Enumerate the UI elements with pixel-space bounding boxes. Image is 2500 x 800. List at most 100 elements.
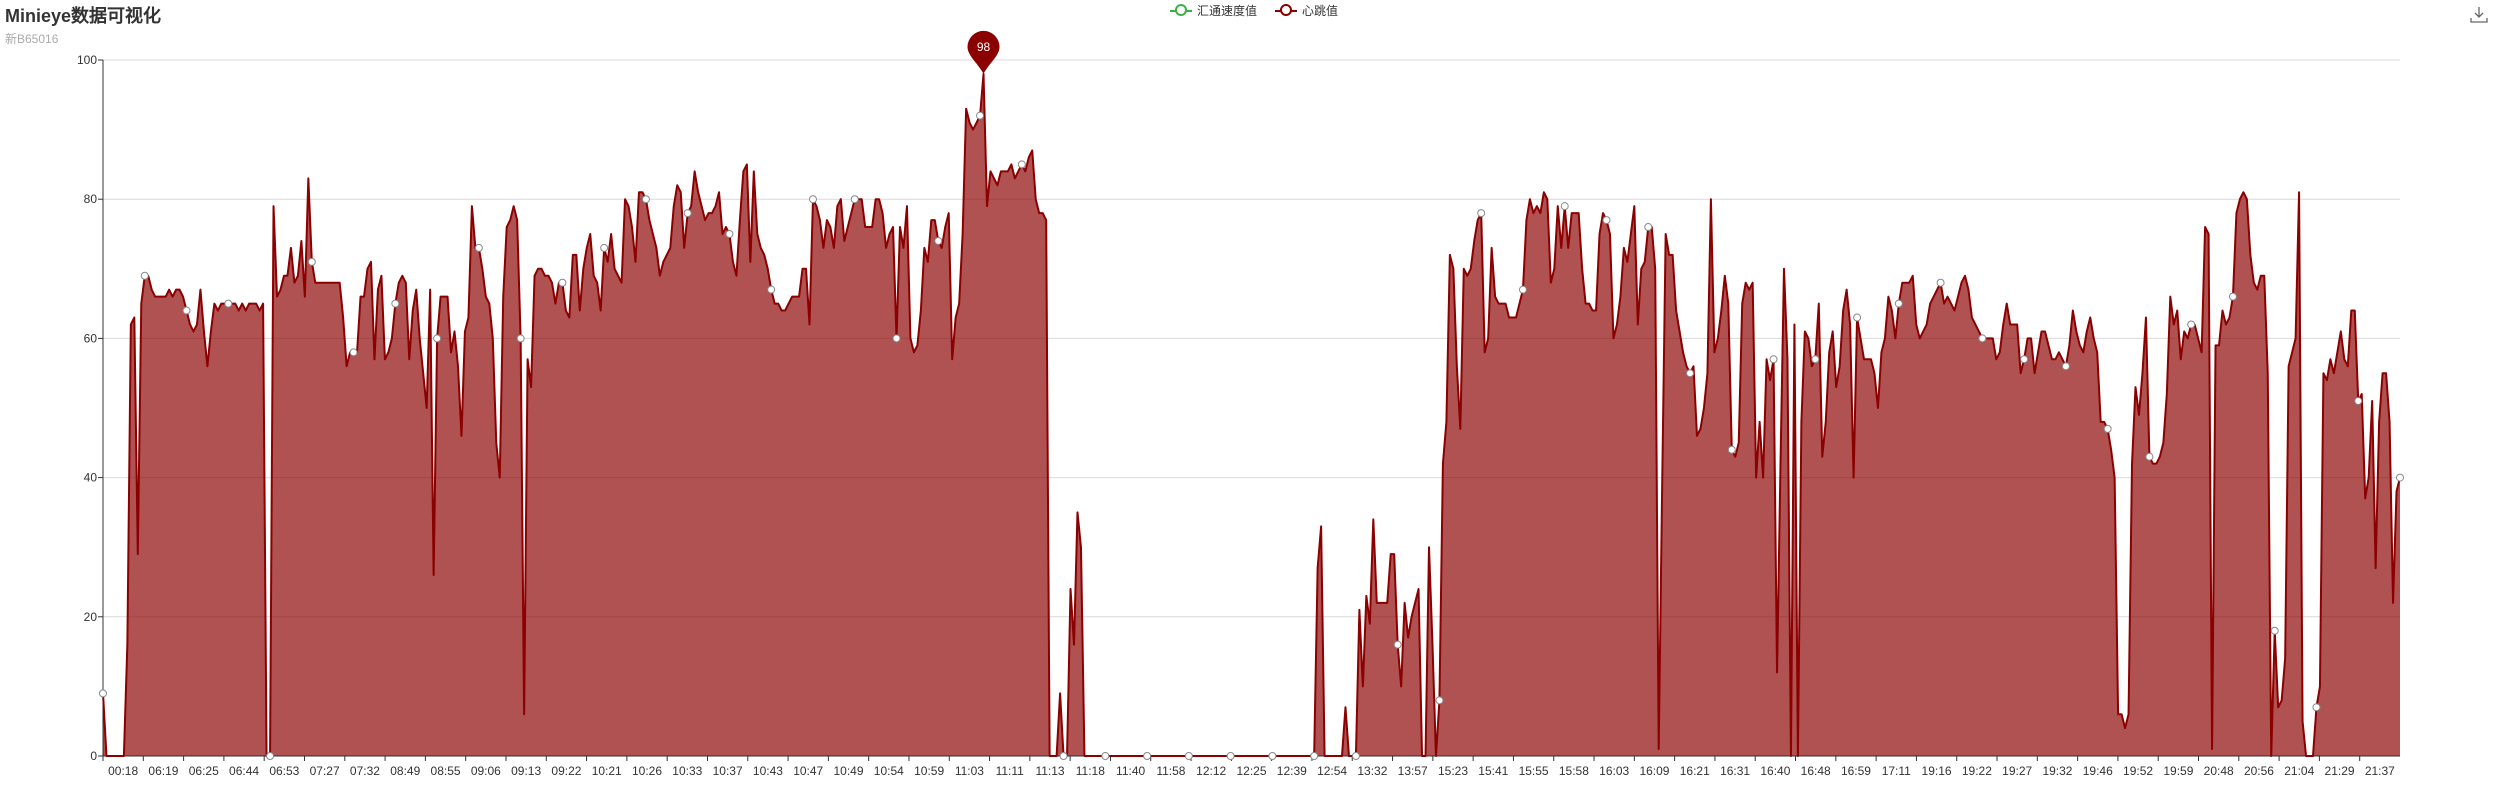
data-point [1185, 753, 1192, 760]
x-tick-label: 20:48 [2204, 764, 2234, 778]
y-tick-label: 60 [84, 331, 98, 345]
x-tick-label: 10:21 [592, 764, 622, 778]
x-tick-label: 12:54 [1317, 764, 1347, 778]
data-point [1352, 753, 1359, 760]
data-point [183, 307, 190, 314]
data-point [141, 272, 148, 279]
data-point [392, 300, 399, 307]
x-tick-label: 15:55 [1519, 764, 1549, 778]
data-point [517, 335, 524, 342]
data-point [2271, 627, 2278, 634]
x-tick-label: 06:44 [229, 764, 259, 778]
data-point [1394, 641, 1401, 648]
data-point [893, 335, 900, 342]
y-tick-label: 0 [90, 749, 97, 763]
data-point [2397, 474, 2404, 481]
data-point [1812, 356, 1819, 363]
data-point [2104, 425, 2111, 432]
x-tick-label: 00:18 [108, 764, 138, 778]
data-point [1519, 286, 1526, 293]
x-tick-label: 06:25 [189, 764, 219, 778]
y-tick-label: 20 [84, 610, 98, 624]
x-tick-label: 20:56 [2244, 764, 2274, 778]
x-tick-label: 13:57 [1398, 764, 1428, 778]
data-point [308, 258, 315, 265]
data-point [434, 335, 441, 342]
x-tick-label: 13:32 [1357, 764, 1387, 778]
x-tick-label: 10:54 [874, 764, 904, 778]
series-heartbeat [103, 74, 2400, 756]
x-tick-label: 16:40 [1760, 764, 1790, 778]
data-point [2146, 453, 2153, 460]
x-tick-label: 15:58 [1559, 764, 1589, 778]
data-point [1770, 356, 1777, 363]
x-tick-label: 15:23 [1438, 764, 1468, 778]
x-tick-label: 11:18 [1076, 764, 1105, 778]
data-point [1687, 370, 1694, 377]
data-point [1645, 224, 1652, 231]
x-tick-label: 16:59 [1841, 764, 1871, 778]
data-point [1979, 335, 1986, 342]
x-tick-label: 16:48 [1801, 764, 1831, 778]
data-point [1269, 753, 1276, 760]
x-tick-label: 12:25 [1236, 764, 1266, 778]
x-tick-label: 19:16 [1922, 764, 1952, 778]
x-tick-label: 10:26 [632, 764, 662, 778]
x-tick-label: 06:19 [148, 764, 178, 778]
x-tick-label: 11:58 [1156, 764, 1185, 778]
data-point [1478, 210, 1485, 217]
heartbeat-area [103, 74, 2400, 756]
data-point [1603, 217, 1610, 224]
data-point [1102, 753, 1109, 760]
x-tick-label: 19:59 [2163, 764, 2193, 778]
data-point [1728, 446, 1735, 453]
x-tick-label: 06:53 [269, 764, 299, 778]
x-tick-label: 07:27 [310, 764, 340, 778]
x-tick-label: 16:21 [1680, 764, 1710, 778]
data-point [2021, 356, 2028, 363]
x-tick-label: 10:47 [793, 764, 823, 778]
x-tick-label: 21:37 [2365, 764, 2395, 778]
x-tick-label: 16:31 [1720, 764, 1750, 778]
data-point [935, 237, 942, 244]
y-tick-label: 80 [84, 192, 98, 206]
data-point [1561, 203, 1568, 210]
x-tick-label: 10:43 [753, 764, 783, 778]
data-point [350, 349, 357, 356]
x-axis: 00:18 06:19 06:25 06:44 06:53 07:27 07:32 08:49… [103, 756, 2395, 778]
y-tick-label: 100 [77, 53, 97, 67]
data-point [2188, 321, 2195, 328]
data-point [1854, 314, 1861, 321]
data-point [1311, 753, 1318, 760]
x-tick-label: 11:40 [1116, 764, 1145, 778]
x-tick-label: 19:32 [2042, 764, 2072, 778]
x-tick-label: 19:27 [2002, 764, 2032, 778]
x-tick-label: 11:11 [996, 764, 1025, 778]
data-point [1436, 697, 1443, 704]
x-tick-label: 10:37 [713, 764, 743, 778]
y-tick-label: 40 [84, 471, 98, 485]
x-tick-label: 16:03 [1599, 764, 1629, 778]
data-point [267, 753, 274, 760]
x-tick-label: 10:33 [672, 764, 702, 778]
x-tick-label: 15:41 [1478, 764, 1508, 778]
data-point [977, 112, 984, 119]
data-point [1937, 279, 1944, 286]
x-tick-label: 12:39 [1277, 764, 1307, 778]
x-tick-label: 11:13 [1035, 764, 1064, 778]
x-tick-label: 19:52 [2123, 764, 2153, 778]
x-tick-label: 10:59 [914, 764, 944, 778]
data-point [1895, 300, 1902, 307]
x-tick-label: 09:22 [551, 764, 581, 778]
x-tick-label: 16:09 [1639, 764, 1669, 778]
data-point [1018, 161, 1025, 168]
x-tick-label: 09:13 [511, 764, 541, 778]
data-point [684, 210, 691, 217]
x-tick-label: 08:49 [390, 764, 420, 778]
x-tick-label: 21:04 [2284, 764, 2314, 778]
data-point [2062, 363, 2069, 370]
x-tick-label: 08:55 [431, 764, 461, 778]
x-tick-label: 10:49 [834, 764, 864, 778]
data-point [1227, 753, 1234, 760]
